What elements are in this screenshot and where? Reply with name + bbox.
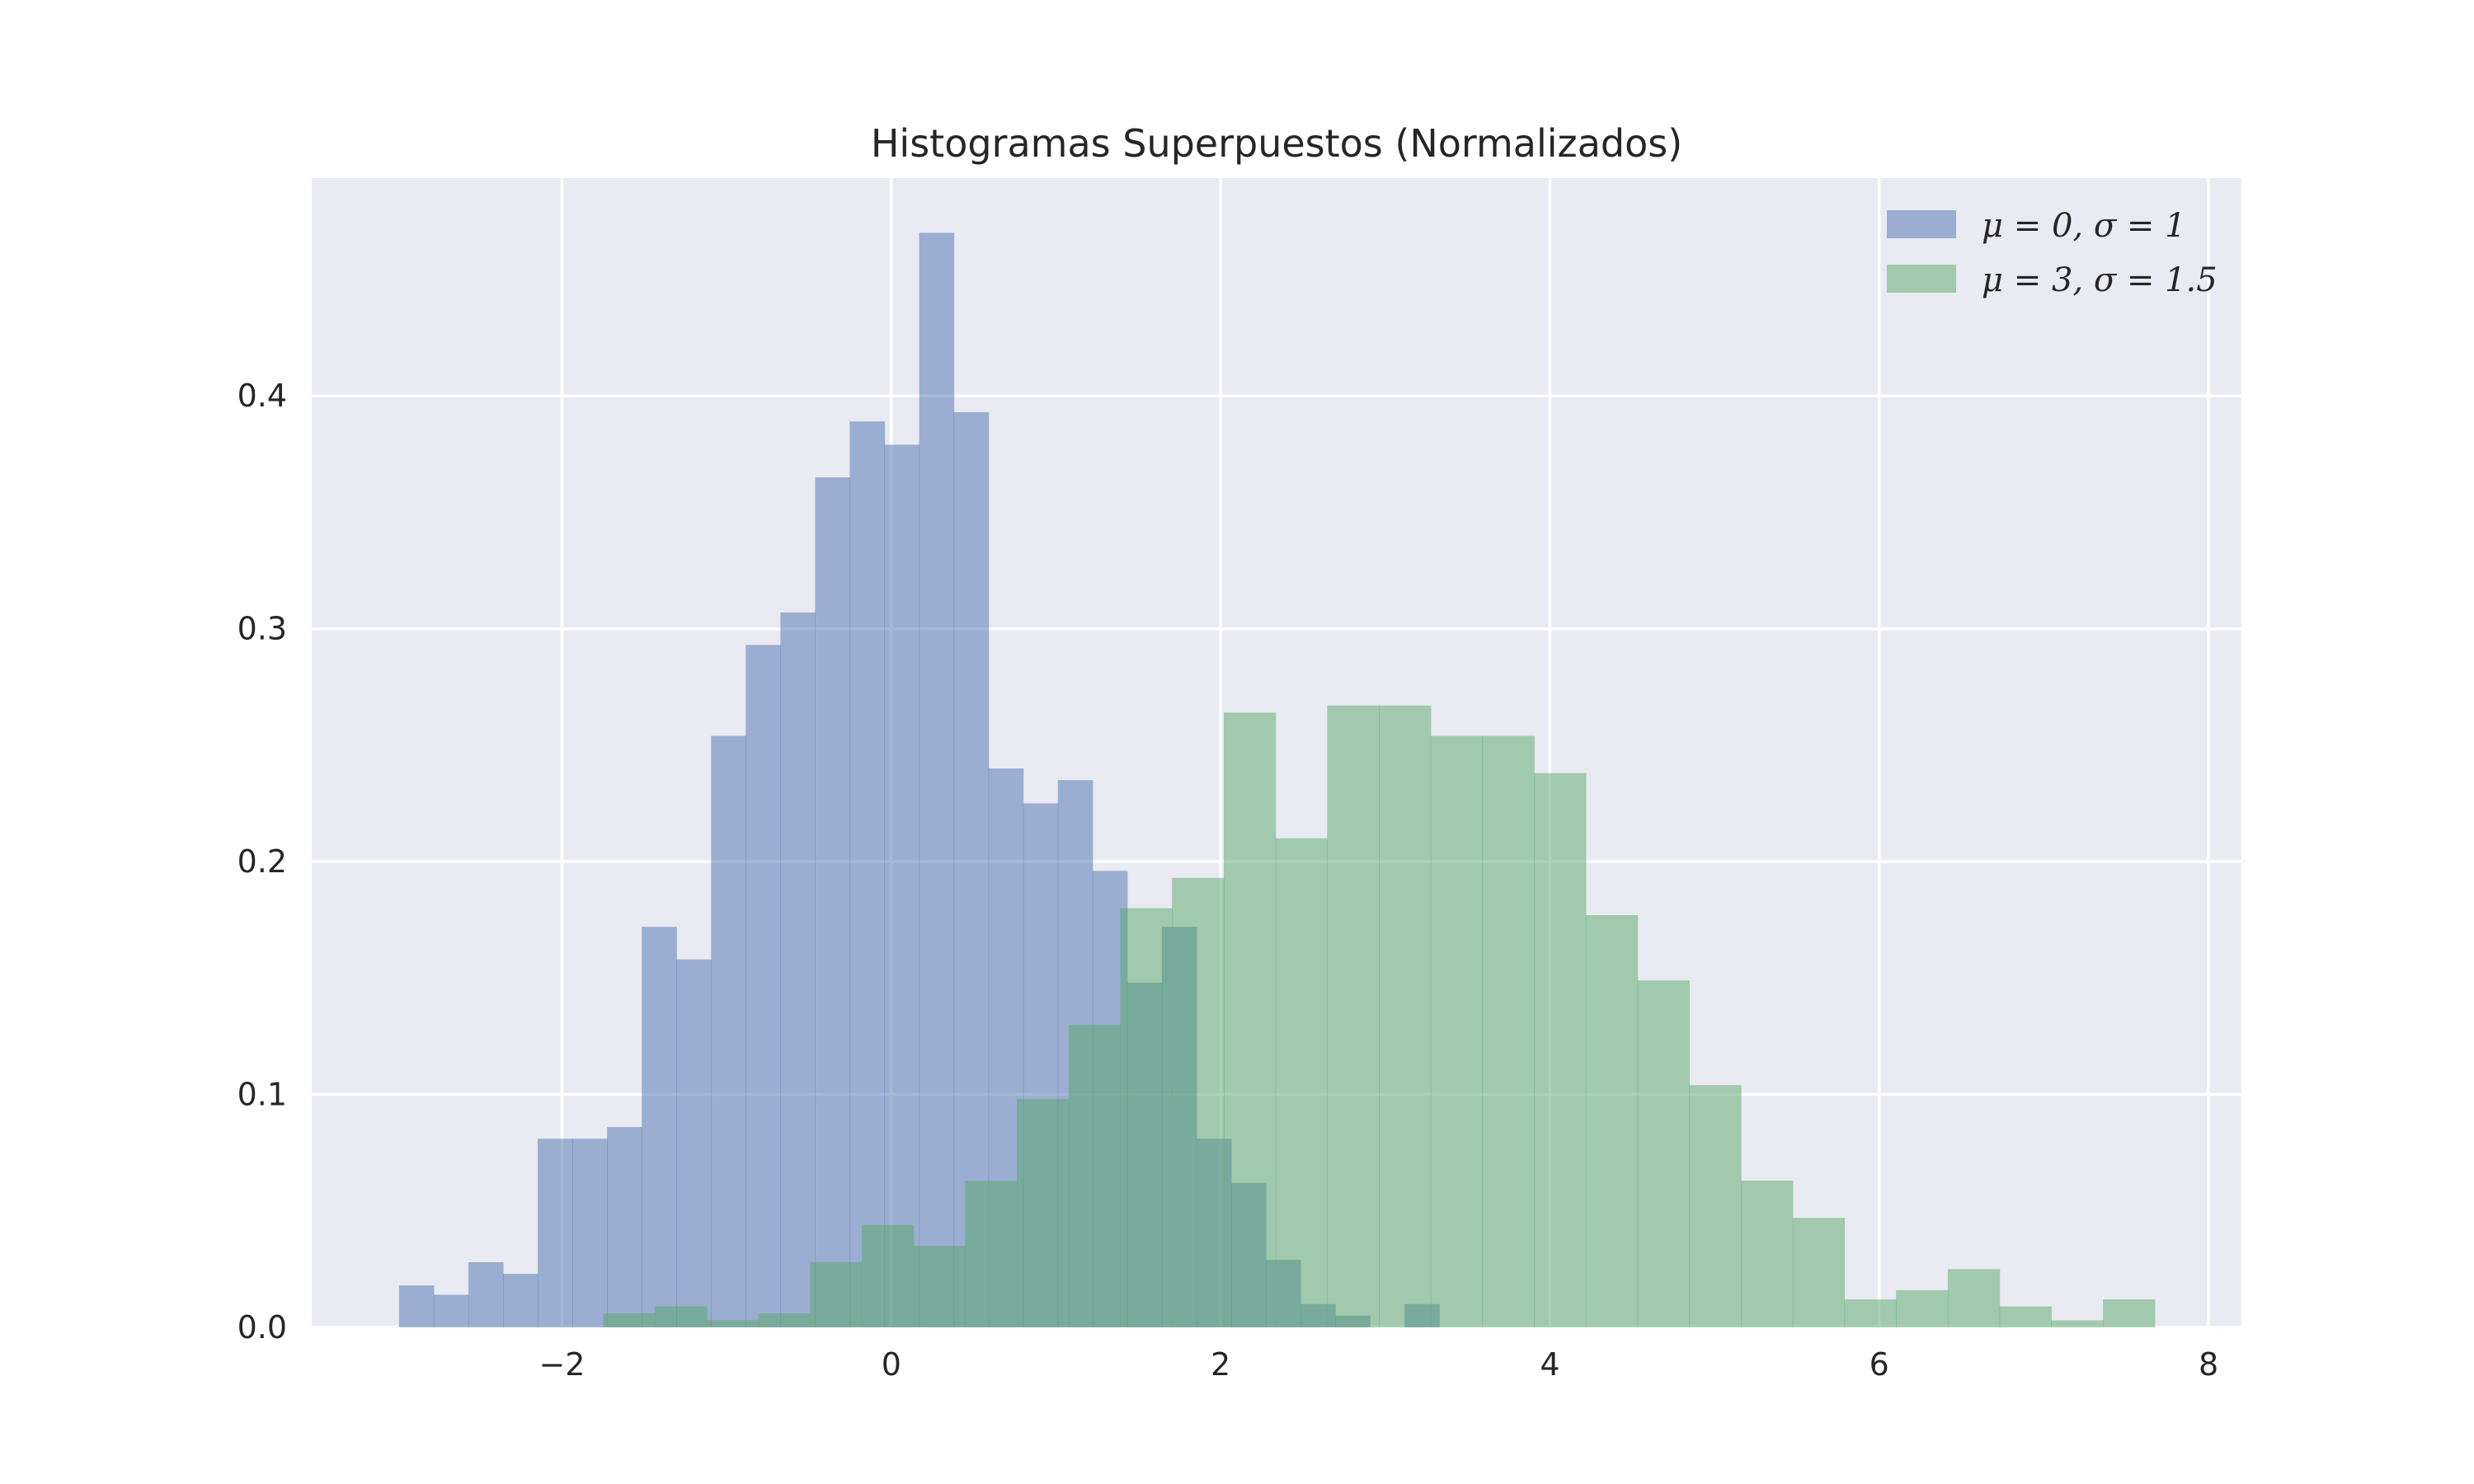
histogram-bar — [1947, 1269, 2001, 1327]
histogram-bar — [538, 1139, 573, 1327]
histogram-bar — [2051, 1320, 2104, 1327]
histogram-bar — [1585, 915, 1639, 1327]
histogram-bar — [758, 1313, 811, 1327]
histogram-bar — [1327, 705, 1380, 1327]
histogram-bar — [953, 411, 990, 1327]
legend-swatch — [1887, 265, 1956, 293]
histogram-bar — [919, 232, 955, 1327]
histogram-bar — [655, 1306, 708, 1327]
histogram-bar — [913, 1246, 966, 1327]
histogram-bar — [1482, 735, 1535, 1327]
histogram-bar — [884, 444, 920, 1327]
x-tick-label: 2 — [1211, 1346, 1230, 1383]
histogram-bar — [468, 1261, 504, 1327]
histogram-bar — [1068, 1024, 1122, 1327]
histogram-bar — [711, 735, 746, 1327]
histogram-bar — [1275, 838, 1328, 1327]
legend-swatch — [1887, 210, 1956, 238]
legend-label: μ = 0, σ = 1 — [1982, 207, 2186, 245]
histogram-bar — [1172, 877, 1225, 1327]
x-tick-label: −2 — [539, 1346, 585, 1383]
histogram-bar — [965, 1181, 1018, 1327]
legend-label: μ = 3, σ = 1.5 — [1982, 261, 2218, 299]
histogram-bar — [1689, 1085, 1742, 1327]
histogram-bar — [572, 1139, 608, 1327]
series-2-bars — [603, 705, 2156, 1327]
histogram-bar — [1223, 712, 1277, 1327]
histogram-bar — [1844, 1299, 1897, 1327]
histogram-bar — [1637, 980, 1690, 1327]
histogram-bar — [502, 1274, 539, 1327]
histogram-bar — [642, 927, 677, 1327]
x-tick-label: 4 — [1540, 1346, 1559, 1383]
histogram-bar — [2103, 1299, 2156, 1327]
histogram-bar — [706, 1320, 760, 1327]
histogram-bar — [780, 612, 816, 1327]
histogram-bar — [1430, 735, 1484, 1327]
histogram-bar — [398, 1285, 435, 1327]
y-tick-label: 0.0 — [238, 1309, 287, 1345]
histogram-bar — [810, 1261, 863, 1327]
histogram-bar — [1379, 705, 1432, 1327]
x-tick-label: 8 — [2199, 1346, 2218, 1383]
y-axis-ticks: 0.0 0.1 0.2 0.3 0.4 — [238, 378, 287, 1345]
y-tick-label: 0.4 — [238, 378, 287, 414]
legend: μ = 0, σ = 1 μ = 3, σ = 1.5 — [1887, 207, 2218, 299]
y-tick-label: 0.2 — [238, 843, 287, 880]
histogram-bar — [861, 1224, 915, 1327]
histogram-bar — [849, 421, 886, 1328]
histogram-bar — [607, 1127, 642, 1327]
x-tick-label: 6 — [1870, 1346, 1889, 1383]
histogram-bar — [1017, 1099, 1070, 1327]
x-tick-label: 0 — [882, 1346, 901, 1383]
histogram-bar — [603, 1313, 656, 1327]
chart-title: Histogramas Superpuestos (Normalizados) — [871, 121, 1682, 166]
histogram-bars — [398, 232, 2156, 1328]
histogram-bar — [745, 645, 781, 1327]
histogram-bar — [1120, 908, 1173, 1327]
histogram-bar — [676, 959, 712, 1327]
histogram-bar — [1792, 1218, 1846, 1327]
histogram-bar — [1896, 1289, 1949, 1327]
histogram-bar — [433, 1294, 469, 1327]
histogram-bar — [1999, 1306, 2052, 1327]
y-tick-label: 0.3 — [238, 611, 287, 647]
y-tick-label: 0.1 — [238, 1077, 287, 1113]
histogram-bar — [1741, 1181, 1794, 1327]
histogram-bar — [1534, 773, 1587, 1327]
x-axis-ticks: −2 0 2 4 6 8 — [539, 1346, 2218, 1383]
histogram-bar — [815, 477, 851, 1327]
